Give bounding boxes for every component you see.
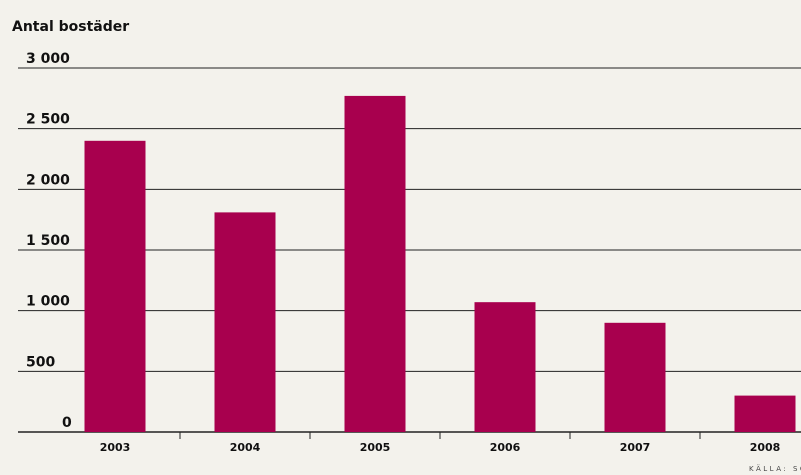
y-tick-label: 1 000 (26, 294, 70, 310)
y-tick-label: 0 (62, 415, 72, 431)
bar-2007 (604, 322, 666, 432)
y-axis-label: Antal bostäder (12, 19, 129, 35)
x-tick-label: 2004 (230, 441, 261, 454)
x-tick-label: 2008 (750, 441, 781, 454)
bar-2008 (734, 395, 796, 432)
source-note: KÄLLA: SC (749, 464, 801, 473)
x-tick-label: 2006 (490, 441, 521, 454)
bar-2004 (214, 212, 276, 432)
bar-2005 (344, 95, 406, 432)
y-tick-label: 1 500 (26, 233, 70, 249)
x-tick-label: 2003 (100, 441, 131, 454)
y-tick-label: 3 000 (26, 51, 70, 67)
x-tick-label: 2005 (360, 441, 391, 454)
y-tick-label: 2 500 (26, 112, 70, 128)
y-tick-labels: 0 500 1 000 1 500 2 000 2 500 3 000 (26, 51, 72, 431)
x-tick-label: 2007 (620, 441, 651, 454)
y-tick-label: 500 (26, 354, 55, 370)
y-tick-label: 2 000 (26, 172, 70, 188)
gridlines (18, 67, 801, 433)
x-axis: 2003 2004 2005 2006 2007 2008 (100, 432, 781, 454)
bar-2003 (84, 140, 146, 433)
bars (84, 95, 796, 433)
bar-2006 (474, 302, 536, 432)
